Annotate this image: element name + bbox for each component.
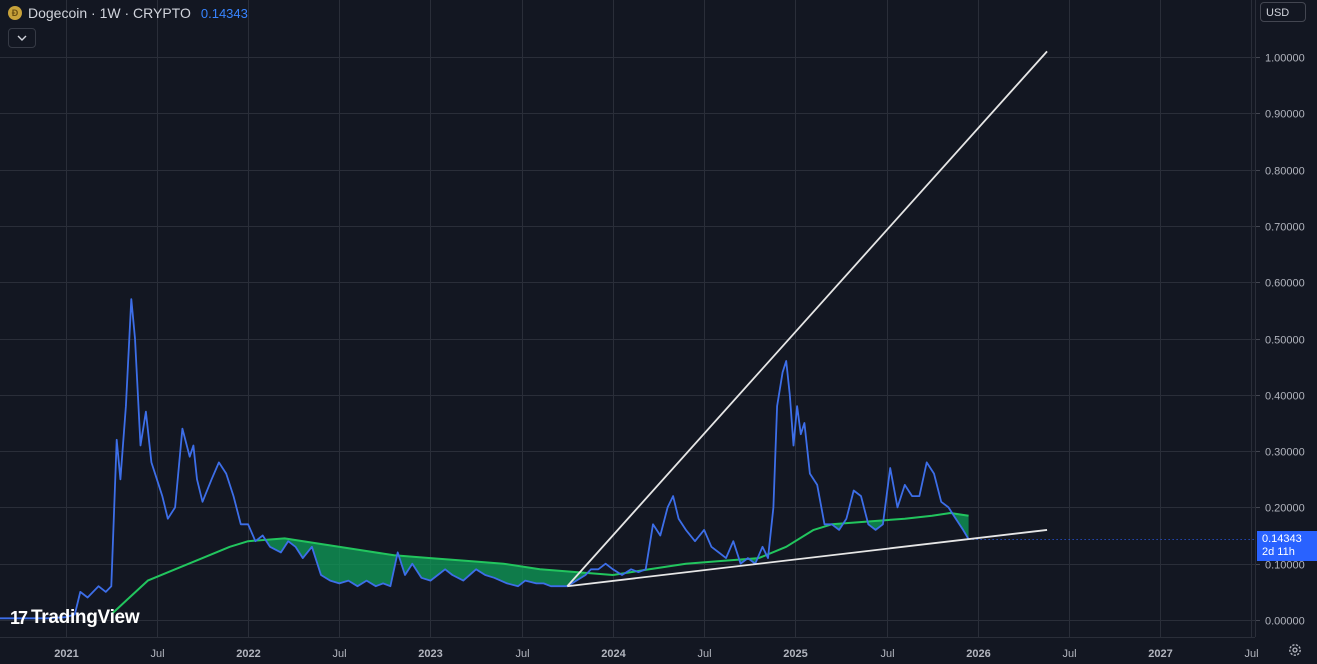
currency-selector[interactable]: USD	[1260, 2, 1306, 22]
lower-trendline[interactable]	[567, 529, 1048, 588]
upper-trendline[interactable]	[566, 50, 1048, 587]
price-line	[0, 298, 970, 620]
x-tick-label: Jul	[332, 648, 346, 660]
chart-header: Ð Dogecoin · 1W · CRYPTO 0.14343	[8, 3, 248, 23]
header-last-price: 0.14343	[200, 5, 248, 21]
y-tick-label: 0.40000	[1265, 391, 1305, 403]
y-tick-label: 0.80000	[1265, 166, 1305, 178]
ma-fill-segment	[952, 513, 969, 540]
x-tick-label: Jul	[697, 648, 711, 660]
last-price-label: 0.14343	[1262, 533, 1302, 545]
y-tick-label: 1.00000	[1265, 53, 1305, 65]
tradingview-logo[interactable]: 17 TradingView	[10, 607, 140, 629]
x-tick-label: 2025	[783, 648, 807, 660]
y-tick-label: 0.10000	[1265, 560, 1305, 572]
chart-grid	[0, 0, 1255, 637]
y-tick-label: 0.90000	[1265, 109, 1305, 121]
x-tick-label: Jul	[1244, 648, 1258, 660]
x-tick-label: 2023	[418, 648, 442, 660]
y-tick-label: 0.00000	[1265, 616, 1305, 628]
x-tick-label: Jul	[1062, 648, 1076, 660]
x-tick-label: 2026	[966, 648, 990, 660]
y-tick-label: 0.20000	[1265, 503, 1305, 515]
trendline-drawings[interactable]	[566, 50, 1048, 588]
y-tick-label: 0.50000	[1265, 335, 1305, 347]
bar-countdown: 2d 11h	[1262, 546, 1295, 558]
time-scale-panel	[0, 637, 1317, 664]
tradingview-logo-text: TradingView	[31, 607, 140, 628]
y-tick-label: 0.70000	[1265, 222, 1305, 234]
x-tick-label: Jul	[150, 648, 164, 660]
ma-fill-segment	[398, 555, 587, 587]
chart-series	[0, 298, 1255, 620]
x-tick-label: 2027	[1148, 648, 1172, 660]
tradingview-mark-icon: 17	[10, 607, 28, 628]
symbol-title[interactable]: Dogecoin · 1W · CRYPTO	[28, 5, 191, 21]
y-tick-label: 0.60000	[1265, 278, 1305, 290]
y-tick-label: 0.30000	[1265, 447, 1305, 459]
chevron-down-icon	[17, 35, 27, 41]
x-tick-label: 2022	[236, 648, 260, 660]
chart-settings-button[interactable]	[1286, 643, 1304, 661]
collapse-legend-button[interactable]	[8, 28, 36, 48]
x-tick-label: Jul	[515, 648, 529, 660]
last-price-tag: 0.14343 2d 11h	[1257, 531, 1317, 561]
x-tick-label: 2021	[54, 648, 78, 660]
ma-fill-segment	[867, 520, 884, 530]
dogecoin-icon: Ð	[8, 6, 22, 20]
x-tick-label: 2024	[601, 648, 626, 660]
gear-icon	[1289, 644, 1301, 656]
x-tick-label: Jul	[880, 648, 894, 660]
